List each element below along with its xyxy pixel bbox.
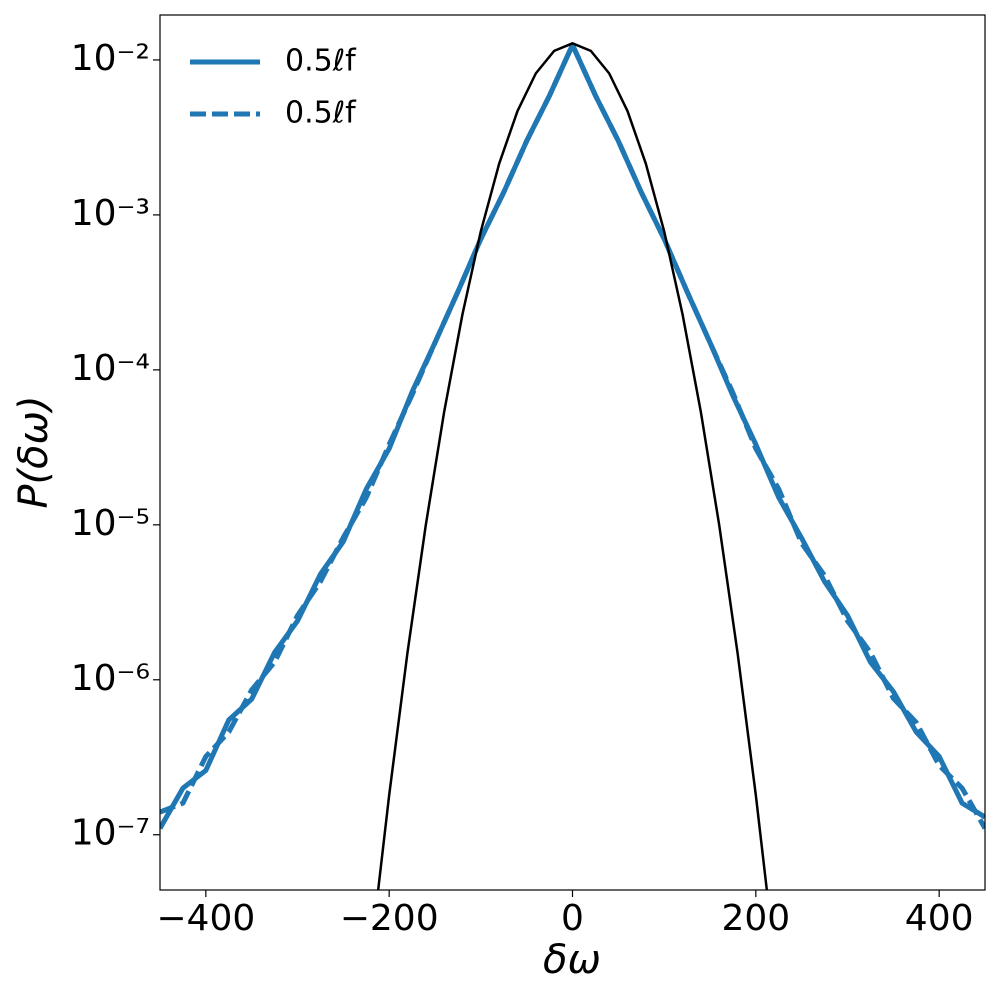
legend-label: 0.5ℓf bbox=[285, 96, 357, 131]
series-line bbox=[160, 42, 985, 830]
x-tick-label: −200 bbox=[340, 898, 439, 939]
x-tick-label: 0 bbox=[561, 898, 584, 939]
y-tick-label: 10⁻⁷ bbox=[71, 813, 150, 854]
y-tick-label: 10⁻² bbox=[71, 38, 150, 79]
x-tick-label: −400 bbox=[156, 898, 255, 939]
series-line bbox=[376, 42, 769, 890]
x-axis-label: δω bbox=[543, 937, 601, 983]
plot-area bbox=[160, 42, 985, 890]
series-line bbox=[160, 42, 985, 830]
y-tick-label: 10⁻⁵ bbox=[71, 503, 150, 544]
plot-frame bbox=[159, 14, 986, 891]
y-tick-label: 10⁻³ bbox=[71, 193, 150, 234]
x-tick-label: 200 bbox=[721, 898, 790, 939]
y-tick-label: 10⁻⁴ bbox=[71, 348, 150, 389]
legend-label: 0.5ℓf bbox=[285, 44, 357, 79]
x-tick-label: 400 bbox=[905, 898, 974, 939]
y-tick-label: 10⁻⁶ bbox=[71, 658, 150, 699]
y-axis-label: P(δω) bbox=[11, 395, 57, 508]
